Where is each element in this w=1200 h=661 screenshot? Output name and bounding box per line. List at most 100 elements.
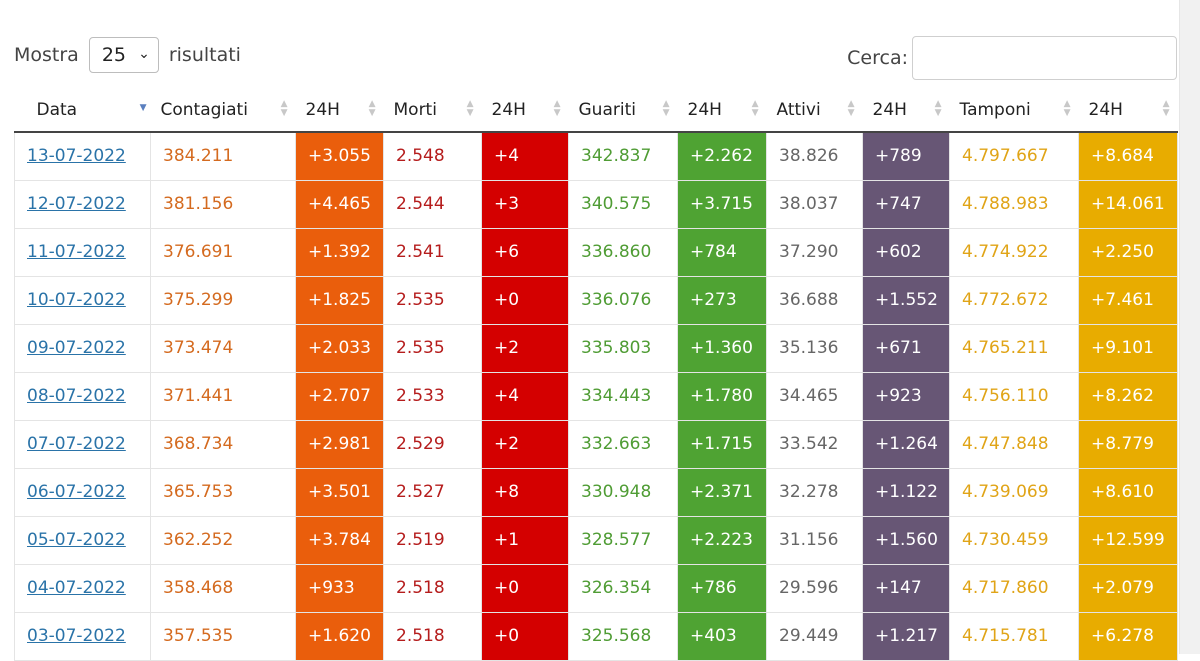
table-row: 06-07-2022 365.753 +3.501 2.527 +8 330.948 +2.… bbox=[14, 468, 1178, 517]
col-header-attivi-24h[interactable]: 24H ▲ ▼ bbox=[862, 88, 950, 133]
date-link[interactable]: 07-07-2022 bbox=[27, 434, 126, 454]
column-label: 24H bbox=[491, 99, 526, 120]
cell-attivi-24h: +1.560 bbox=[862, 516, 950, 565]
search-label: Cerca: bbox=[847, 47, 908, 69]
col-header-guariti[interactable]: Guariti ▲ ▼ bbox=[568, 88, 678, 133]
cell-contagiati: 365.753 bbox=[150, 468, 296, 517]
cell-attivi-24h: +747 bbox=[862, 180, 950, 229]
cell-tamponi-24h: +2.250 bbox=[1078, 228, 1178, 277]
date-link[interactable]: 08-07-2022 bbox=[27, 386, 126, 406]
cell-tamponi: 4.717.860 bbox=[949, 564, 1079, 613]
col-header-contagiati[interactable]: Contagiati ▲ ▼ bbox=[150, 88, 296, 133]
cell-attivi: 33.542 bbox=[766, 420, 863, 469]
cell-attivi: 34.465 bbox=[766, 372, 863, 421]
cell-morti: 2.541 bbox=[383, 228, 482, 277]
cell-guariti-24h: +2.262 bbox=[677, 132, 767, 181]
cell-tamponi: 4.788.983 bbox=[949, 180, 1079, 229]
col-header-guariti-24h[interactable]: 24H ▲ ▼ bbox=[677, 88, 767, 133]
sort-both-icon: ▲ ▼ bbox=[934, 99, 942, 118]
cell-morti-24h: +4 bbox=[481, 132, 569, 181]
cell-tamponi: 4.739.069 bbox=[949, 468, 1079, 517]
cell-tamponi: 4.774.922 bbox=[949, 228, 1079, 277]
date-link[interactable]: 04-07-2022 bbox=[27, 578, 126, 598]
cell-date: 09-07-2022 bbox=[14, 324, 151, 373]
cell-contagiati: 375.299 bbox=[150, 276, 296, 325]
date-link[interactable]: 10-07-2022 bbox=[27, 290, 126, 310]
cell-tamponi: 4.756.110 bbox=[949, 372, 1079, 421]
cell-morti: 2.533 bbox=[383, 372, 482, 421]
cell-guariti: 332.663 bbox=[568, 420, 678, 469]
cell-date: 03-07-2022 bbox=[14, 612, 151, 661]
date-link[interactable]: 12-07-2022 bbox=[27, 194, 126, 214]
cell-morti-24h: +0 bbox=[481, 612, 569, 661]
cell-tamponi-24h: +8.684 bbox=[1078, 132, 1178, 181]
column-label: 24H bbox=[1088, 99, 1123, 120]
page-length-select[interactable]: 25 ⌄ bbox=[88, 37, 159, 73]
sort-both-icon: ▲ ▼ bbox=[1162, 99, 1170, 118]
cell-attivi-24h: +147 bbox=[862, 564, 950, 613]
col-header-data[interactable]: Data ▼ bbox=[14, 88, 151, 133]
cell-contagiati-24h: +2.981 bbox=[295, 420, 384, 469]
cell-date: 05-07-2022 bbox=[14, 516, 151, 565]
cell-attivi: 32.278 bbox=[766, 468, 863, 517]
cell-guariti-24h: +3.715 bbox=[677, 180, 767, 229]
table-row: 04-07-2022 358.468 +933 2.518 +0 326.354 +786 2… bbox=[14, 564, 1178, 613]
cell-morti-24h: +0 bbox=[481, 564, 569, 613]
date-link[interactable]: 03-07-2022 bbox=[27, 626, 126, 646]
sort-both-icon: ▲ ▼ bbox=[280, 99, 288, 118]
cell-morti: 2.518 bbox=[383, 612, 482, 661]
cell-contagiati-24h: +1.620 bbox=[295, 612, 384, 661]
cell-attivi: 29.596 bbox=[766, 564, 863, 613]
column-label: 24H bbox=[872, 99, 907, 120]
date-link[interactable]: 05-07-2022 bbox=[27, 530, 126, 550]
cell-contagiati-24h: +1.825 bbox=[295, 276, 384, 325]
table-row: 08-07-2022 371.441 +2.707 2.533 +4 334.443 +1.… bbox=[14, 372, 1178, 421]
column-label: Tamponi bbox=[959, 99, 1031, 120]
page-scrollbar[interactable] bbox=[1179, 0, 1200, 654]
sort-both-icon: ▲ ▼ bbox=[553, 99, 561, 118]
table-row: 07-07-2022 368.734 +2.981 2.529 +2 332.663 +1.… bbox=[14, 420, 1178, 469]
cell-guariti: 340.575 bbox=[568, 180, 678, 229]
covid-data-table: Data ▼ Contagiati ▲ ▼ 24H ▲ ▼ Morti ▲ ▼ 24H ▲ ▼ Guarit… bbox=[14, 88, 1178, 661]
date-link[interactable]: 09-07-2022 bbox=[27, 338, 126, 358]
cell-contagiati: 368.734 bbox=[150, 420, 296, 469]
cell-morti-24h: +2 bbox=[481, 420, 569, 469]
cell-tamponi: 4.765.211 bbox=[949, 324, 1079, 373]
search-input[interactable] bbox=[912, 36, 1177, 80]
sort-both-icon: ▲ ▼ bbox=[1063, 99, 1071, 118]
table-row: 10-07-2022 375.299 +1.825 2.535 +0 336.076 +27… bbox=[14, 276, 1178, 325]
cell-attivi: 29.449 bbox=[766, 612, 863, 661]
cell-guariti: 328.577 bbox=[568, 516, 678, 565]
col-header-tamponi[interactable]: Tamponi ▲ ▼ bbox=[949, 88, 1079, 133]
col-header-morti[interactable]: Morti ▲ ▼ bbox=[383, 88, 482, 133]
cell-morti-24h: +3 bbox=[481, 180, 569, 229]
chevron-down-icon: ⌄ bbox=[138, 46, 150, 62]
cell-contagiati: 381.156 bbox=[150, 180, 296, 229]
column-label: Data bbox=[36, 99, 78, 120]
table-controls: Mostra 25 ⌄ risultati Cerca: bbox=[14, 36, 1177, 80]
date-link[interactable]: 13-07-2022 bbox=[27, 146, 126, 167]
col-header-morti-24h[interactable]: 24H ▲ ▼ bbox=[481, 88, 569, 133]
cell-contagiati: 371.441 bbox=[150, 372, 296, 421]
cell-guariti: 336.860 bbox=[568, 228, 678, 277]
cell-guariti: 336.076 bbox=[568, 276, 678, 325]
cell-attivi: 31.156 bbox=[766, 516, 863, 565]
date-link[interactable]: 11-07-2022 bbox=[27, 242, 126, 262]
cell-guariti-24h: +784 bbox=[677, 228, 767, 277]
column-label: Morti bbox=[393, 99, 437, 120]
sort-both-icon: ▲ ▼ bbox=[847, 99, 855, 118]
cell-contagiati: 384.211 bbox=[150, 132, 296, 181]
cell-morti: 2.535 bbox=[383, 276, 482, 325]
cell-date: 13-07-2022 bbox=[14, 132, 151, 181]
col-header-tamponi-24h[interactable]: 24H ▲ ▼ bbox=[1078, 88, 1178, 133]
cell-guariti-24h: +1.715 bbox=[677, 420, 767, 469]
cell-contagiati-24h: +4.465 bbox=[295, 180, 384, 229]
col-header-attivi[interactable]: Attivi ▲ ▼ bbox=[766, 88, 863, 133]
cell-attivi-24h: +1.122 bbox=[862, 468, 950, 517]
table-row: 12-07-2022 381.156 +4.465 2.544 +3 340.575 +3.… bbox=[14, 180, 1178, 229]
column-label: Attivi bbox=[776, 99, 821, 120]
cell-attivi-24h: +923 bbox=[862, 372, 950, 421]
col-header-contagiati-24h[interactable]: 24H ▲ ▼ bbox=[295, 88, 384, 133]
cell-attivi-24h: +602 bbox=[862, 228, 950, 277]
date-link[interactable]: 06-07-2022 bbox=[27, 482, 126, 502]
